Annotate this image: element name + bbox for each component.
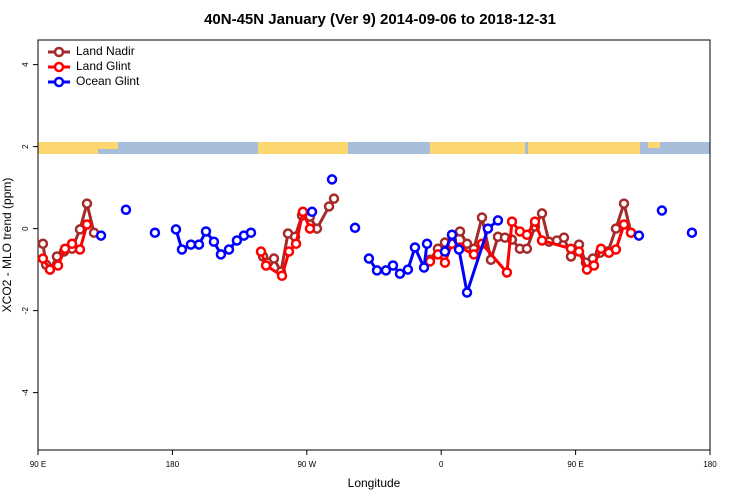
data-point [349, 222, 361, 234]
data-point [610, 244, 622, 255]
data-point [394, 268, 406, 279]
x-tick-label: 0 [439, 460, 444, 469]
data-point [200, 226, 212, 237]
data-point [454, 226, 466, 237]
data-point [268, 253, 280, 264]
data-point [501, 267, 513, 278]
data-point [595, 243, 607, 254]
x-tick-label: 180 [703, 460, 717, 469]
data-point [424, 256, 436, 267]
land-ocean-strip [38, 142, 710, 154]
data-point [439, 257, 451, 268]
data-point [686, 227, 698, 238]
data-point [558, 232, 570, 243]
legend-label: Ocean Glint [76, 74, 140, 88]
data-point [565, 243, 577, 254]
data-point [304, 223, 316, 234]
data-point [81, 198, 93, 209]
legend-label: Land Nadir [76, 44, 135, 58]
data-point [290, 238, 302, 250]
data-point [306, 206, 318, 218]
data-point [37, 238, 49, 250]
data-point [461, 287, 473, 298]
data-point [588, 260, 600, 271]
legend-swatch-marker [53, 46, 65, 58]
data-point [170, 224, 182, 235]
data-point [231, 235, 243, 246]
data-point [260, 260, 272, 271]
x-axis-label: Longitude [348, 476, 401, 490]
data-point [44, 264, 56, 275]
y-tick-label: 2 [21, 144, 30, 149]
data-point [193, 239, 205, 250]
data-point [446, 229, 458, 240]
data-point [297, 206, 309, 218]
data-point [573, 246, 585, 257]
data-point [328, 193, 340, 204]
legend-swatch-marker [53, 61, 65, 73]
x-tick-label: 90 E [567, 460, 583, 469]
data-point [387, 260, 399, 271]
data-point [492, 215, 504, 226]
data-point [536, 235, 548, 246]
data-point [283, 246, 295, 257]
data-point [421, 238, 433, 250]
data-point [536, 208, 548, 219]
data-point [482, 223, 494, 234]
data-point [402, 264, 414, 275]
data-point [176, 244, 188, 255]
data-point [453, 244, 465, 255]
chart-title: 40N-45N January (Ver 9) 2014-09-06 to 20… [204, 11, 556, 28]
data-point [380, 265, 392, 276]
data-point [409, 242, 421, 253]
y-tick-label: 4 [21, 62, 30, 67]
data-point [66, 238, 78, 250]
legend-label: Land Glint [76, 59, 131, 73]
x-tick-label: 180 [166, 460, 180, 469]
data-point [610, 223, 622, 234]
data-point [52, 260, 64, 271]
data-point [439, 246, 451, 257]
x-tick-label: 90 E [30, 460, 46, 469]
data-point [208, 236, 220, 247]
data-point [656, 205, 668, 216]
data-point [185, 239, 197, 250]
data-point [529, 216, 541, 227]
data-point [418, 262, 430, 273]
data-point [120, 204, 132, 215]
data-point [618, 219, 630, 230]
data-point [326, 174, 338, 185]
data-point [633, 230, 645, 241]
data-point [618, 198, 630, 209]
y-tick-label: -2 [21, 306, 30, 314]
data-point [215, 249, 227, 260]
data-point [223, 244, 235, 255]
data-point [245, 227, 257, 238]
data-point [74, 224, 86, 235]
y-tick-label: 0 [21, 226, 30, 231]
legend-swatch-marker [53, 76, 65, 88]
data-point [476, 212, 488, 223]
x-tick-label: 90 W [297, 460, 316, 469]
y-axis-label: XCO2 - MLO trend (ppm) [0, 178, 14, 313]
data-point [363, 253, 375, 264]
data-point [255, 246, 267, 257]
y-tick-label: -4 [21, 388, 30, 396]
data-point [149, 227, 161, 238]
data-point [95, 230, 107, 241]
data-point [37, 253, 49, 264]
data-point [371, 265, 383, 276]
data-point [506, 216, 518, 227]
data-point [323, 201, 335, 212]
data-point [81, 219, 93, 230]
data-point [521, 243, 533, 254]
data-point [521, 229, 533, 240]
data-point [276, 270, 288, 281]
data-point [59, 243, 71, 254]
data-point [74, 244, 86, 255]
data-point [468, 249, 480, 260]
